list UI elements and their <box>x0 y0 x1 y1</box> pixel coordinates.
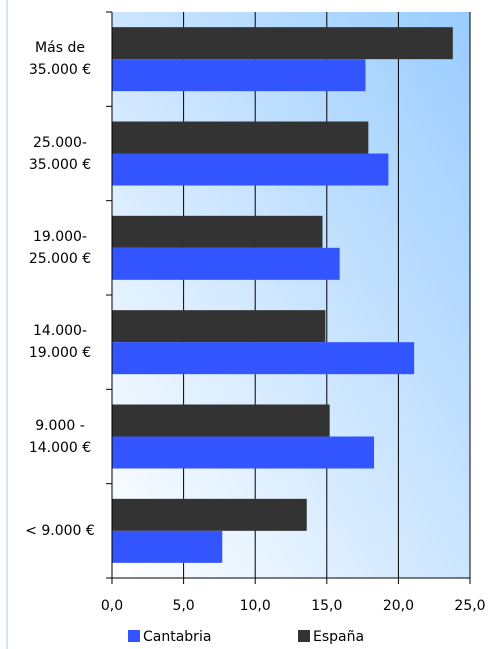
x-tick-label: 5,0 <box>172 598 194 614</box>
bar <box>112 436 375 469</box>
legend-label: España <box>313 629 364 645</box>
x-tick-label: 25,0 <box>454 598 485 614</box>
legend-swatch <box>128 630 140 642</box>
y-tick-label: 9.000 - 14.000 € <box>28 417 92 456</box>
bar <box>112 530 223 563</box>
x-tick-label: 20,0 <box>383 598 414 614</box>
y-tick-label: 14.000-19.000 € <box>28 323 92 362</box>
bar <box>112 404 330 437</box>
bar <box>112 498 307 531</box>
bar <box>112 121 369 154</box>
y-tick-label: 19.000-25.000 € <box>28 228 92 267</box>
bar <box>112 247 340 280</box>
y-tick-label: < 9.000 € <box>25 522 95 539</box>
bar <box>112 215 323 248</box>
bar <box>112 59 366 92</box>
legend-label: Cantabria <box>143 629 211 645</box>
x-tick-label: 10,0 <box>240 598 271 614</box>
plot-area <box>112 12 470 578</box>
x-tick-label: 0,0 <box>101 598 123 614</box>
bar <box>112 342 415 375</box>
y-tick-label: 25.000-35.000 € <box>28 134 92 173</box>
legend-swatch <box>298 630 310 642</box>
bar <box>112 153 389 186</box>
x-tick-label: 15,0 <box>311 598 342 614</box>
bar <box>112 27 453 60</box>
y-tick-label: Más de 35.000 € <box>28 40 92 79</box>
bar <box>112 310 326 343</box>
